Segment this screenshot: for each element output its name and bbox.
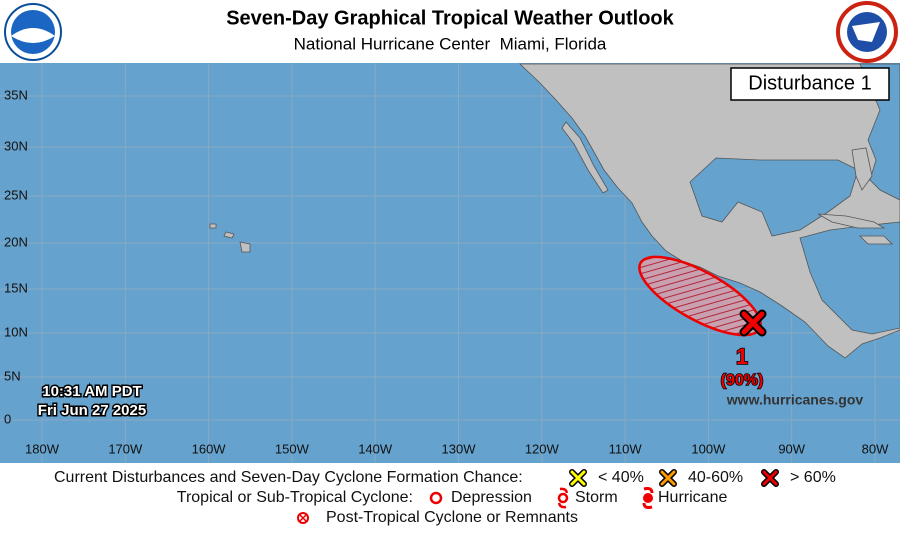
land bbox=[209, 63, 900, 359]
cyclone-title: Tropical or Sub-Tropical Cyclone: bbox=[177, 489, 413, 506]
disturbance-chance: (90%) bbox=[721, 372, 764, 389]
post-tropical: Post-Tropical Cyclone or Remnants bbox=[326, 509, 578, 526]
noaa-logo bbox=[4, 3, 62, 61]
longitude-label: 170W bbox=[108, 441, 143, 456]
nws-logo bbox=[836, 1, 898, 63]
panel-label-box bbox=[730, 67, 890, 101]
timestamp-date: Fri Jun 27 2025 bbox=[38, 402, 146, 419]
icon-hurricane bbox=[642, 487, 654, 509]
disturbance-number: 1 bbox=[736, 344, 748, 369]
panel-label: Disturbance 1 bbox=[748, 72, 871, 94]
level-low: < 40% bbox=[598, 469, 644, 486]
longitude-label: 160W bbox=[192, 441, 227, 456]
longitude-label: 140W bbox=[358, 441, 393, 456]
title: Seven-Day Graphical Tropical Weather Out… bbox=[226, 7, 674, 29]
latitude-label: 15N bbox=[4, 280, 28, 295]
icon-storm bbox=[557, 487, 569, 509]
website: www.hurricanes.gov bbox=[726, 392, 864, 408]
disturbance-marker[interactable] bbox=[739, 309, 767, 337]
type-hurricane: Hurricane bbox=[658, 489, 727, 506]
type-storm: Storm bbox=[575, 489, 618, 506]
latitude-label: 0 bbox=[4, 411, 11, 426]
longitude-label: 180W bbox=[25, 441, 60, 456]
level-medium: 40-60% bbox=[688, 469, 743, 486]
latitude-label: 5N bbox=[4, 368, 21, 383]
longitude-label: 80W bbox=[862, 441, 889, 456]
level-high: > 60% bbox=[790, 469, 836, 486]
icon-low bbox=[569, 469, 587, 487]
icon-post-tropical bbox=[297, 512, 309, 524]
latitude-label: 35N bbox=[4, 87, 28, 102]
latitude-label: 25N bbox=[4, 187, 28, 202]
type-depression: Depression bbox=[451, 489, 532, 506]
longitude-label: 130W bbox=[442, 441, 477, 456]
latitude-label: 10N bbox=[4, 324, 28, 339]
timestamp-time: 10:31 AM PDT bbox=[42, 383, 141, 400]
icon-medium bbox=[659, 469, 677, 487]
latitude-label: 30N bbox=[4, 138, 28, 153]
latitude-label: 20N bbox=[4, 234, 28, 249]
header-bg bbox=[0, 0, 900, 63]
subtitle: National Hurricane Center Miami, Florida bbox=[294, 34, 607, 53]
formation-title: Current Disturbances and Seven-Day Cyclo… bbox=[54, 469, 523, 486]
longitude-label: 150W bbox=[275, 441, 310, 456]
icon-high bbox=[761, 469, 779, 487]
longitude-label: 100W bbox=[691, 441, 726, 456]
icon-depression bbox=[429, 491, 443, 505]
longitude-label: 110W bbox=[609, 441, 643, 456]
longitude-label: 120W bbox=[525, 441, 560, 456]
longitude-label: 90W bbox=[778, 441, 805, 456]
